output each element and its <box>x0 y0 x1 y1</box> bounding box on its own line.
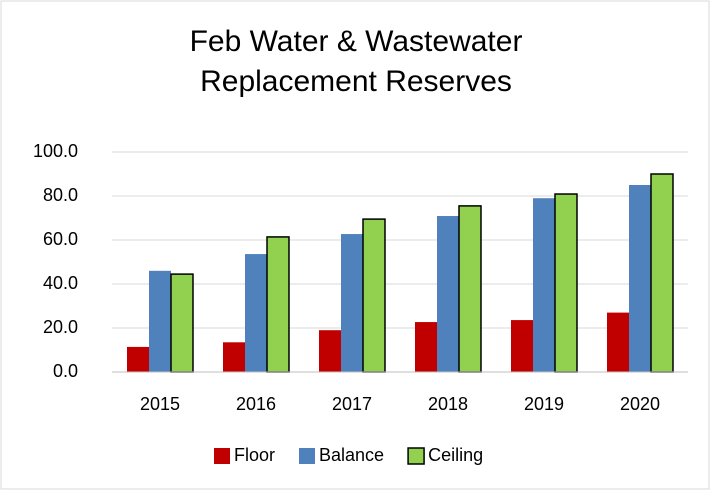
bar <box>362 218 386 373</box>
bar <box>458 205 482 373</box>
bar <box>319 330 341 372</box>
y-tick-label: 80.0 <box>43 185 78 205</box>
x-tick-label: 2019 <box>524 394 564 414</box>
bar <box>607 312 629 372</box>
y-tick-label: 20.0 <box>43 317 78 337</box>
x-tick-label: 2020 <box>620 394 660 414</box>
x-tick-label: 2017 <box>332 394 372 414</box>
legend-swatch <box>214 448 230 464</box>
x-tick-label: 2016 <box>236 394 276 414</box>
chart-title: Feb Water & Wastewater Replacement Reser… <box>189 25 523 98</box>
bar <box>437 216 459 372</box>
y-tick-label: 100.0 <box>33 141 78 161</box>
legend-swatch <box>407 447 425 465</box>
bar <box>223 342 245 372</box>
bar <box>511 320 533 372</box>
legend-label: Balance <box>319 445 384 465</box>
y-tick-label: 40.0 <box>43 273 78 293</box>
y-tick-label: 0.0 <box>53 361 78 381</box>
bar <box>533 198 555 372</box>
bar <box>245 254 267 372</box>
bar <box>415 322 437 372</box>
bar <box>127 346 149 372</box>
bar <box>650 173 674 373</box>
bar <box>341 234 363 372</box>
legend-label: Floor <box>234 445 275 465</box>
legend-swatch <box>299 448 316 464</box>
bar <box>629 185 651 372</box>
y-tick-label: 60.0 <box>43 229 78 249</box>
x-tick-label: 2015 <box>140 394 180 414</box>
bar <box>149 270 171 372</box>
bar <box>266 236 290 373</box>
bar <box>170 273 194 373</box>
x-tick-label: 2018 <box>428 394 468 414</box>
legend-label: Ceiling <box>428 445 483 465</box>
bar <box>554 193 578 373</box>
